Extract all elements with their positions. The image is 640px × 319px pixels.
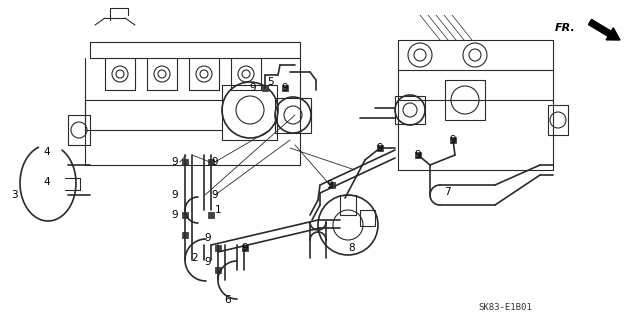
Bar (222, 85, 277, 140)
Bar (415, 152, 421, 158)
Text: 8: 8 (349, 243, 355, 253)
Bar (242, 245, 248, 251)
Bar (182, 232, 188, 238)
FancyArrow shape (588, 19, 620, 40)
Text: 9: 9 (205, 233, 211, 243)
Bar (445, 80, 485, 120)
Text: 9: 9 (450, 135, 456, 145)
Bar (329, 182, 335, 188)
Bar (340, 195, 356, 215)
Bar (360, 210, 375, 226)
Text: 5: 5 (267, 77, 273, 87)
Bar (208, 212, 214, 218)
Bar (182, 212, 188, 218)
Text: 9: 9 (172, 210, 179, 220)
Bar (68, 115, 90, 145)
Bar (548, 105, 568, 135)
Text: 4: 4 (44, 177, 51, 187)
Bar (282, 85, 288, 91)
Text: 9: 9 (326, 180, 333, 190)
Bar (182, 159, 188, 165)
Text: SK83-E1B01: SK83-E1B01 (478, 303, 532, 313)
Bar (395, 96, 425, 124)
Bar (215, 267, 221, 273)
Text: FR.: FR. (556, 23, 576, 33)
Text: 6: 6 (225, 295, 231, 305)
Text: 3: 3 (11, 190, 17, 200)
Text: 9: 9 (415, 150, 421, 160)
Bar (262, 85, 268, 91)
Text: 7: 7 (444, 187, 451, 197)
Bar (275, 98, 311, 133)
Bar (215, 245, 221, 251)
Bar (450, 137, 456, 143)
Text: 4: 4 (44, 147, 51, 157)
Bar (377, 145, 383, 151)
Text: 9: 9 (205, 257, 211, 267)
Text: 9: 9 (282, 83, 288, 93)
Text: 9: 9 (212, 157, 218, 167)
Text: 9: 9 (377, 143, 383, 153)
Text: 1: 1 (214, 205, 221, 215)
Text: 9: 9 (250, 83, 256, 93)
Text: 9: 9 (172, 157, 179, 167)
Bar (398, 40, 553, 170)
Bar (208, 159, 214, 165)
Text: 9: 9 (212, 190, 218, 200)
Text: 9: 9 (242, 243, 248, 253)
Text: 9: 9 (172, 190, 179, 200)
Text: 2: 2 (192, 253, 198, 263)
